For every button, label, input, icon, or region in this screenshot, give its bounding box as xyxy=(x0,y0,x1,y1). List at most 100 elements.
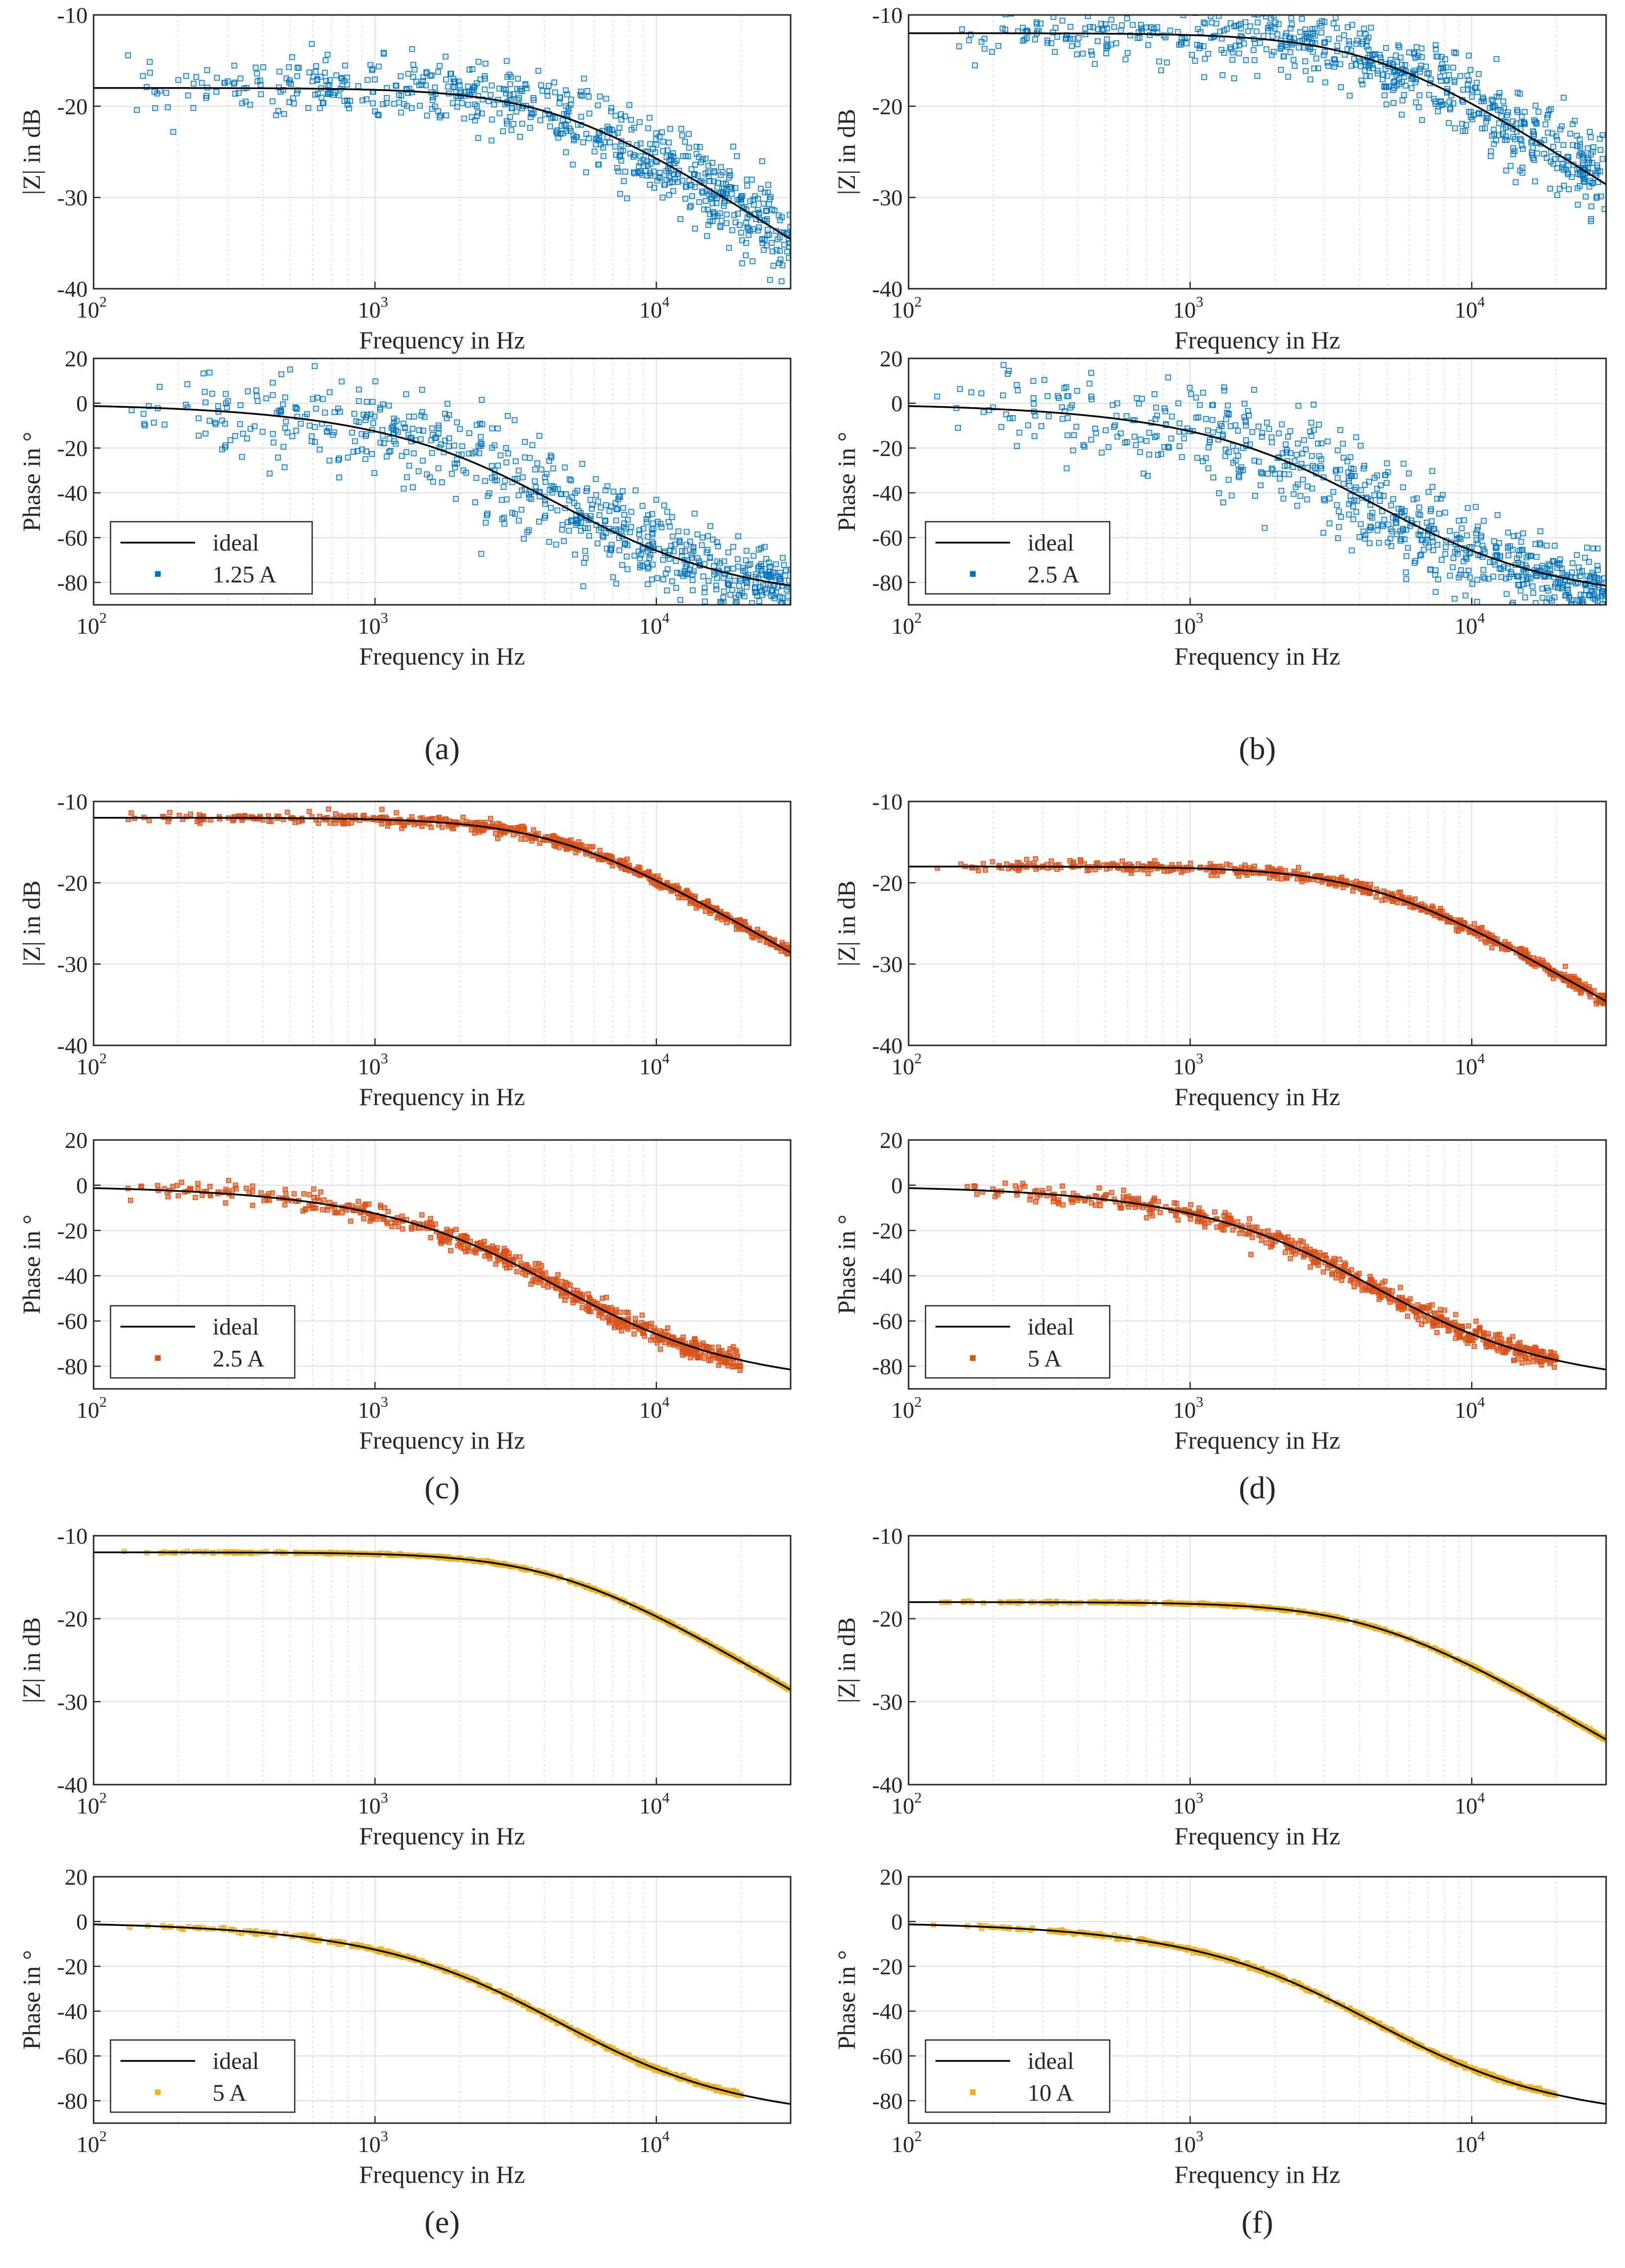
measured-point xyxy=(1413,44,1420,50)
measured-point xyxy=(1504,591,1509,597)
measured-point xyxy=(1469,87,1475,94)
measured-point xyxy=(1322,497,1328,504)
measured-point xyxy=(231,63,237,69)
measured-point xyxy=(269,1190,275,1196)
measured-point xyxy=(1593,195,1600,201)
measured-point xyxy=(1259,430,1266,436)
measured-point xyxy=(1377,492,1383,498)
measured-point xyxy=(1389,528,1395,535)
measured-point xyxy=(420,457,426,464)
measured-point xyxy=(1321,40,1327,46)
measured-point xyxy=(522,439,528,445)
measured-point xyxy=(409,46,415,52)
measured-point xyxy=(1094,38,1101,44)
measured-point xyxy=(743,557,749,564)
measured-point xyxy=(146,403,152,409)
measured-point xyxy=(1450,100,1456,107)
measured-point xyxy=(475,110,481,115)
measured-point xyxy=(379,806,385,812)
legend-entry-ideal: ideal xyxy=(213,1314,259,1340)
measured-point xyxy=(527,124,533,131)
measured-point xyxy=(1532,178,1538,185)
measured-point xyxy=(1583,194,1589,200)
measured-point xyxy=(1478,98,1485,105)
measured-point xyxy=(579,461,585,467)
measured-point xyxy=(667,523,673,530)
measured-point xyxy=(1443,64,1450,71)
measured-point xyxy=(664,147,671,153)
measured-point xyxy=(709,200,715,206)
measured-point xyxy=(472,830,477,836)
measured-point xyxy=(771,595,778,601)
measured-point xyxy=(1474,576,1481,583)
measured-point xyxy=(759,571,765,577)
measured-point xyxy=(478,397,485,403)
measured-point xyxy=(424,471,430,477)
measured-point xyxy=(1435,53,1441,60)
measured-point xyxy=(1226,477,1232,483)
measured-point xyxy=(1247,23,1254,29)
measured-point xyxy=(289,54,295,60)
measured-point xyxy=(1545,587,1551,594)
measured-point xyxy=(705,578,711,584)
x-tick-label: 102 xyxy=(77,1050,107,1079)
measured-point xyxy=(193,74,200,80)
measured-point xyxy=(760,201,767,207)
measured-point xyxy=(1484,115,1490,121)
x-tick-exponent: 3 xyxy=(1196,610,1203,626)
measured-point xyxy=(416,427,422,433)
measured-point xyxy=(777,593,783,600)
y-tick-label: -20 xyxy=(57,870,88,896)
measured-point xyxy=(1063,465,1070,471)
measured-point xyxy=(345,454,351,460)
measured-point xyxy=(524,1262,529,1267)
measured-point xyxy=(1144,438,1150,444)
measured-point xyxy=(669,179,676,185)
measured-point xyxy=(552,89,558,96)
measured-point xyxy=(362,433,369,439)
measured-point xyxy=(1287,34,1293,40)
measured-point xyxy=(1203,416,1209,422)
measured-point xyxy=(1164,59,1170,66)
measured-point xyxy=(1138,437,1144,443)
measured-point xyxy=(581,560,587,566)
measured-point xyxy=(555,1272,561,1278)
measured-point xyxy=(386,449,392,455)
measured-point xyxy=(660,1337,665,1343)
measured-point xyxy=(666,139,672,146)
measured-point xyxy=(195,1181,201,1186)
measured-point xyxy=(1044,10,1049,15)
measured-point xyxy=(333,72,340,79)
measured-point xyxy=(602,517,608,524)
measured-point xyxy=(508,105,515,112)
measured-point xyxy=(523,836,529,842)
measured-point xyxy=(1581,178,1587,184)
measured-point xyxy=(610,863,615,869)
measured-point xyxy=(529,442,536,449)
measured-point xyxy=(1357,30,1363,37)
measured-point xyxy=(553,835,559,840)
measured-point xyxy=(384,95,390,101)
measured-point xyxy=(711,563,717,569)
measured-point xyxy=(165,1194,171,1200)
measured-point xyxy=(631,170,638,177)
measured-point xyxy=(668,156,674,163)
measured-point xyxy=(649,1321,654,1326)
measured-point xyxy=(1456,928,1461,934)
measured-point xyxy=(625,517,631,523)
measured-point xyxy=(1586,559,1592,565)
measured-point xyxy=(419,387,425,393)
measured-point xyxy=(620,147,626,154)
measured-point xyxy=(510,832,516,838)
measured-point xyxy=(1580,154,1586,160)
measured-point xyxy=(555,1278,560,1284)
x-tick-exponent: 4 xyxy=(1478,610,1485,626)
measured-point xyxy=(1489,932,1495,938)
measured-point xyxy=(1403,576,1409,582)
measured-point xyxy=(1550,144,1556,150)
measured-point xyxy=(1447,572,1453,579)
measured-point xyxy=(616,154,623,160)
measured-point xyxy=(437,114,443,120)
measured-point xyxy=(782,572,789,579)
